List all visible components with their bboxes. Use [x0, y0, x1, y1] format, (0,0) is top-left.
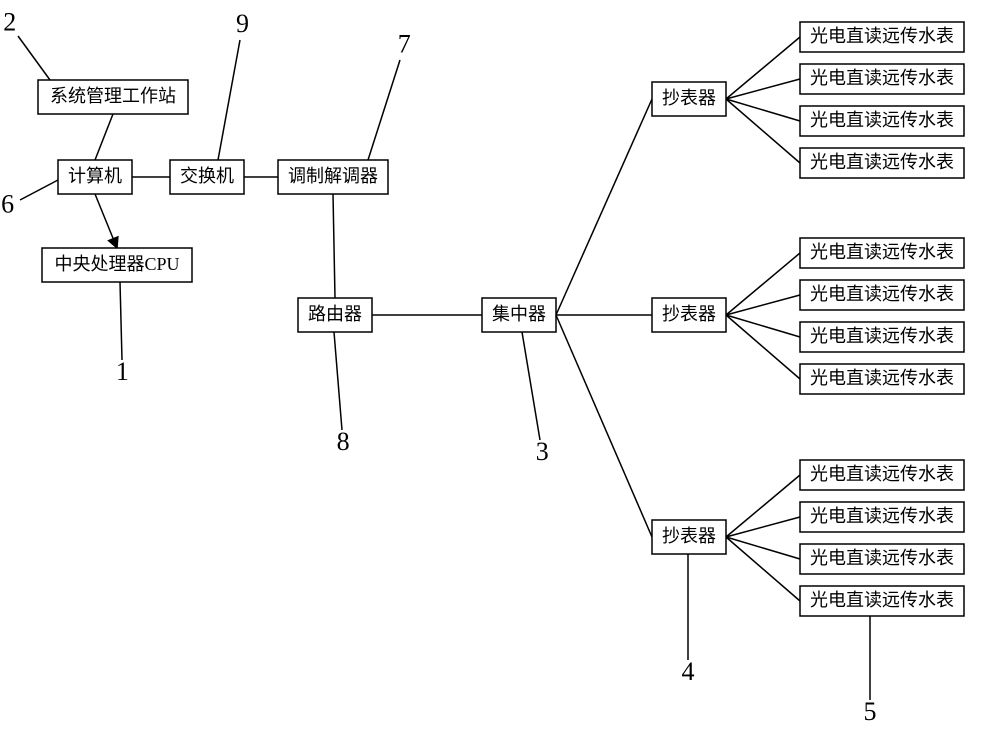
node-label-cpu: 中央处理器CPU [54, 254, 179, 274]
node-label-m33: 光电直读远传水表 [810, 548, 954, 568]
edge [556, 315, 652, 537]
callout-number: 6 [1, 189, 14, 218]
node-label-switch: 交换机 [180, 166, 234, 186]
callout-line [218, 40, 240, 160]
node-label-m24: 光电直读远传水表 [810, 368, 954, 388]
callout-number: 4 [682, 657, 695, 686]
callout-line [20, 180, 58, 200]
node-label-concentrator: 集中器 [492, 304, 546, 324]
node-label-m21: 光电直读远传水表 [810, 242, 954, 262]
callout-number: 5 [864, 697, 877, 726]
node-label-computer: 计算机 [68, 166, 122, 186]
edge [726, 99, 800, 163]
node-label-m32: 光电直读远传水表 [810, 506, 954, 526]
callout-line [120, 282, 122, 360]
node-label-sys_station: 系统管理工作站 [50, 86, 176, 106]
callout-number: 7 [398, 30, 411, 59]
edge [556, 99, 652, 315]
node-label-m12: 光电直读远传水表 [810, 68, 954, 88]
callout-line [18, 36, 50, 80]
diagram-canvas: 系统管理工作站计算机交换机调制解调器中央处理器CPU路由器集中器抄表器抄表器抄表… [0, 0, 1000, 739]
edge [726, 315, 800, 337]
edge [726, 315, 800, 379]
edge [726, 537, 800, 601]
node-label-reader1: 抄表器 [662, 88, 716, 108]
node-label-m14: 光电直读远传水表 [810, 152, 954, 172]
node-label-m31: 光电直读远传水表 [810, 464, 954, 484]
node-label-modem: 调制解调器 [288, 166, 378, 186]
edge [95, 114, 113, 160]
node-label-m11: 光电直读远传水表 [810, 26, 954, 46]
callout-line [522, 332, 540, 440]
callout-number: 1 [116, 357, 129, 386]
node-label-router: 路由器 [308, 304, 362, 324]
edge [726, 537, 800, 559]
node-label-m34: 光电直读远传水表 [810, 590, 954, 610]
callout-number: 8 [337, 427, 350, 456]
callout-line [334, 332, 342, 430]
node-label-reader3: 抄表器 [662, 526, 716, 546]
node-label-reader2: 抄表器 [662, 304, 716, 324]
callout-number: 2 [3, 8, 16, 37]
node-label-m23: 光电直读远传水表 [810, 326, 954, 346]
arrowhead [109, 237, 118, 248]
node-label-m13: 光电直读远传水表 [810, 110, 954, 130]
callout-line [368, 60, 400, 160]
edge [726, 99, 800, 121]
callout-number: 9 [236, 9, 249, 38]
callout-number: 3 [536, 437, 549, 466]
node-label-m22: 光电直读远传水表 [810, 284, 954, 304]
edge [333, 194, 335, 298]
